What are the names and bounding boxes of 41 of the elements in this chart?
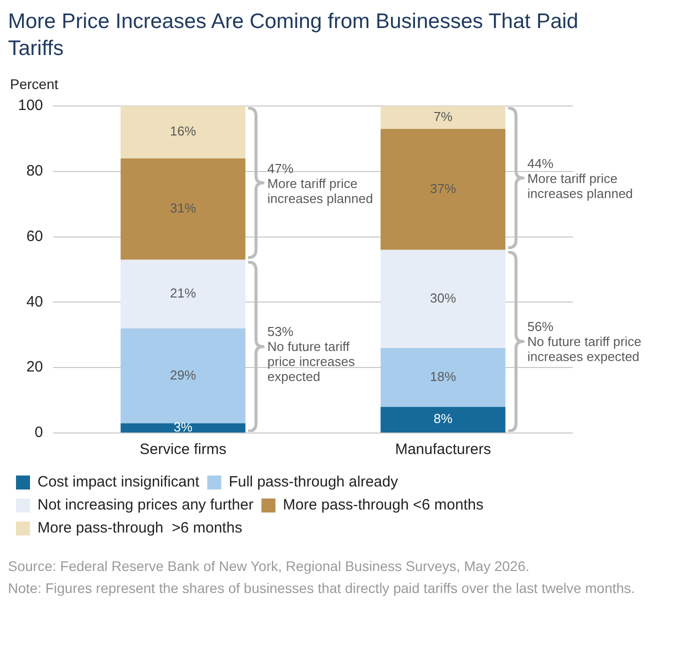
source-note: Source: Federal Reserve Bank of New York, Regional Business Surveys, May 2026. (8, 557, 530, 576)
annotation: 53% No future tariff price increases expected (267, 324, 355, 384)
y-tick-label: 60 (26, 228, 44, 245)
y-tick-label: 0 (34, 424, 44, 442)
data-label: 31% (170, 200, 196, 216)
bar (380, 106, 506, 129)
data-label: 29% (170, 367, 196, 382)
legend-label: Cost impact insignificant (38, 474, 200, 491)
y-tick-label: 40 (26, 293, 44, 310)
bar (380, 348, 506, 407)
annotation: 44% More tariff price increases planned (527, 156, 633, 201)
data-label: 37% (430, 180, 456, 196)
annotation: 47% More tariff price increases planned (267, 160, 373, 206)
legend-label: Full pass-through already (228, 474, 398, 491)
data-label: 7% (434, 109, 453, 124)
legend-label: Not increasing prices any further (38, 496, 254, 514)
bar (120, 106, 246, 158)
data-label: 18% (430, 368, 456, 384)
annotation: 56% No future tariff price increases expected (527, 319, 642, 364)
text: Note: Figures represent the shares of businesses that directly paid tariffs over the last twelve months. (8, 579, 636, 598)
data-label: 8% (434, 411, 453, 426)
legend-label: More pass-through <6 months (282, 496, 484, 514)
data-label: 16% (170, 124, 196, 139)
bar (120, 423, 246, 432)
bar (380, 250, 506, 348)
bar (380, 406, 506, 432)
y-tick-label: 100 (18, 97, 44, 114)
x-tick-label: Manufacturers (395, 441, 491, 458)
legend-label: More pass-through >6 months (38, 520, 242, 537)
chart-title: More Price Increases Are Coming from Businesses That Paid Tariffs (8, 9, 580, 62)
bar (120, 158, 246, 260)
data-label: 30% (430, 290, 456, 306)
y-axis-title: Percent (10, 76, 58, 92)
x-tick-label: Service firms (140, 441, 226, 458)
y-tick-label: 20 (26, 358, 44, 376)
bar (380, 128, 506, 250)
y-tick-label: 80 (26, 162, 44, 180)
bar (120, 328, 246, 424)
data-label: 21% (170, 286, 196, 301)
bar (120, 260, 246, 328)
data-label: 3% (174, 419, 193, 434)
